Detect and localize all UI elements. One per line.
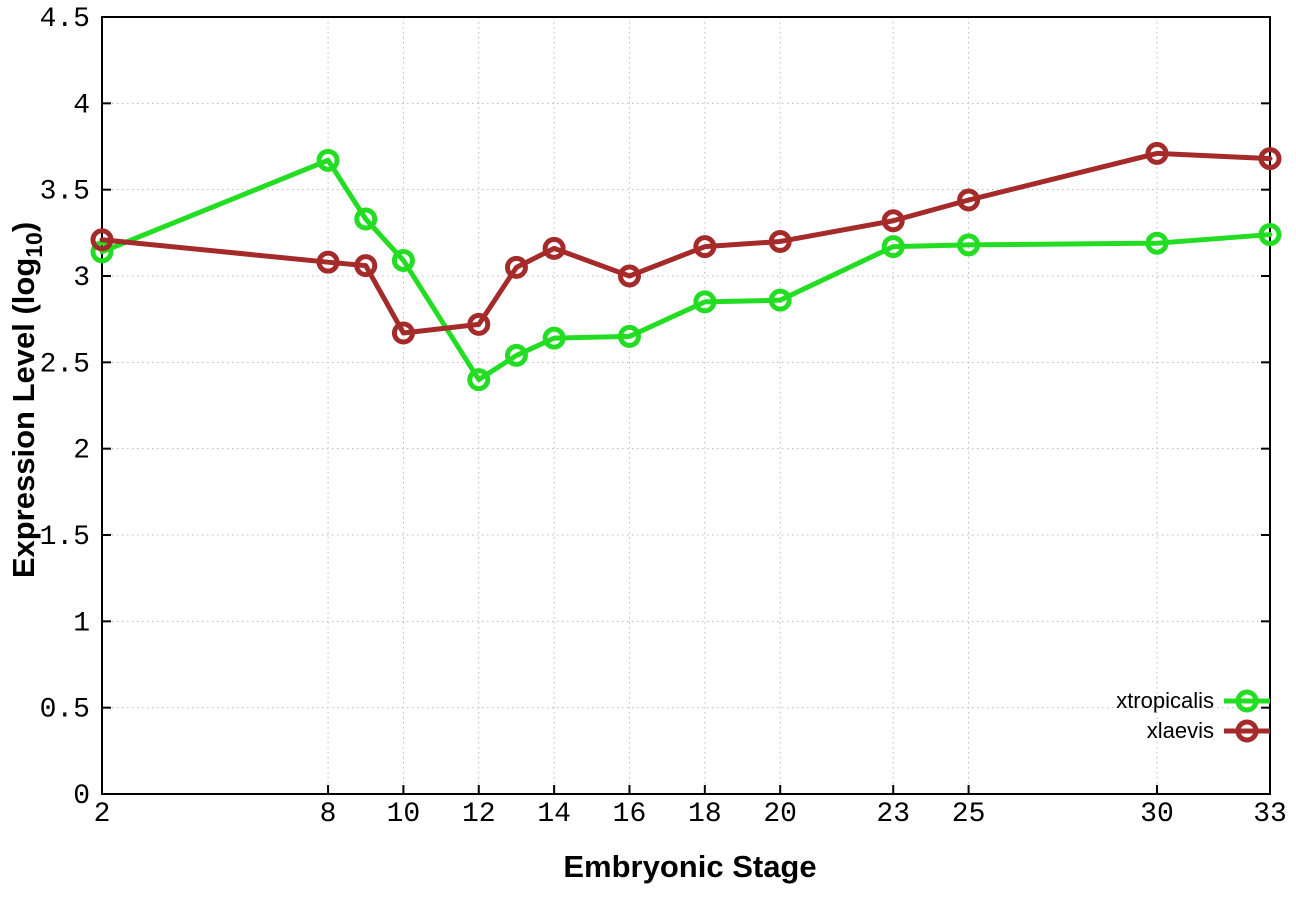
legend-label-xlaevis: xlaevis xyxy=(1147,718,1214,743)
series-xlaevis-marker xyxy=(881,209,905,233)
y-axis-title-suffix: ) xyxy=(6,222,41,232)
series-xlaevis-line xyxy=(99,150,1273,336)
series-xlaevis-marker xyxy=(316,250,340,274)
x-tick-label: 20 xyxy=(763,799,797,830)
plot-border xyxy=(101,16,1271,795)
y-axis-title: Expression Level (log10) xyxy=(6,222,47,578)
y-tick-label: 2.5 xyxy=(40,349,90,380)
series-xtropicalis-marker xyxy=(316,148,340,172)
x-tick-label: 25 xyxy=(952,799,986,830)
x-tick-label: 10 xyxy=(387,799,421,830)
series-xtropicalis-marker xyxy=(467,368,491,392)
series-xlaevis-marker xyxy=(957,188,981,212)
series-xtropicalis-marker xyxy=(693,290,717,314)
series-xlaevis-marker xyxy=(354,254,378,278)
x-tick-label: 30 xyxy=(1140,799,1174,830)
series-xlaevis-marker xyxy=(768,229,792,253)
series-xlaevis-marker xyxy=(617,264,641,288)
series-xlaevis-marker xyxy=(1258,147,1282,171)
series-xtropicalis-marker xyxy=(1145,231,1169,255)
series-xlaevis-marker xyxy=(90,228,114,252)
y-tick-label: 3.5 xyxy=(40,177,90,208)
y-axis-title-prefix: Expression Level (log xyxy=(6,258,41,578)
series-xtropicalis-marker xyxy=(881,235,905,259)
x-tick-label: 23 xyxy=(876,799,910,830)
legend-sample-marker-xtropicalis xyxy=(1235,689,1259,713)
x-tick-label: 2 xyxy=(94,799,111,830)
x-tick-label: 8 xyxy=(320,799,337,830)
series-xlaevis-marker xyxy=(693,235,717,259)
series-xtropicalis-marker xyxy=(768,288,792,312)
series-xtropicalis-marker xyxy=(354,207,378,231)
series-xlaevis-marker xyxy=(391,321,415,345)
y-tick-label: 2 xyxy=(73,436,90,467)
series-xtropicalis-marker xyxy=(391,248,415,272)
series-xtropicalis-marker xyxy=(90,240,114,264)
series-xtropicalis-marker xyxy=(504,343,528,367)
y-axis-title-subscript: 10 xyxy=(21,232,47,258)
y-tick-label: 1 xyxy=(73,608,90,639)
series-xtropicalis-marker xyxy=(957,233,981,257)
chart-plot-layer: 2 8 10 12 14 16 18 20 23 25 30 33 0 0.5 1 1.5 2 2.5 3 3.5 4 4… xyxy=(40,4,1287,830)
series-xlaevis-marker xyxy=(1145,141,1169,165)
y-tick-label: 1.5 xyxy=(40,522,90,553)
x-tick-label: 14 xyxy=(537,799,571,830)
x-tick-label: 16 xyxy=(613,799,647,830)
legend-sample-marker-xlaevis xyxy=(1235,719,1259,743)
legend-samples xyxy=(1224,689,1270,743)
y-tick-label: 0.5 xyxy=(40,695,90,726)
series-xlaevis-marker xyxy=(467,312,491,336)
series-xlaevis-marker xyxy=(542,236,566,260)
series-xtropicalis-marker xyxy=(617,324,641,348)
y-tick-label: 3 xyxy=(73,263,90,294)
x-tick-label: 33 xyxy=(1253,799,1287,830)
series-xtropicalis-marker xyxy=(542,326,566,350)
y-tick-label: 0 xyxy=(73,781,90,812)
legend: xtropicalis xlaevis xyxy=(1116,688,1270,743)
series-xlaevis-marker xyxy=(504,255,528,279)
series-xtropicalis-line xyxy=(99,157,1273,383)
x-axis-title: Embryonic Stage xyxy=(563,849,816,884)
x-tick-label: 12 xyxy=(462,799,496,830)
x-tick-label: 18 xyxy=(688,799,722,830)
y-tick-label: 4.5 xyxy=(40,4,90,35)
series-xtropicalis-marker xyxy=(1258,223,1282,247)
legend-label-xtropicalis: xtropicalis xyxy=(1116,688,1214,713)
y-tick-label: 4 xyxy=(73,90,90,121)
